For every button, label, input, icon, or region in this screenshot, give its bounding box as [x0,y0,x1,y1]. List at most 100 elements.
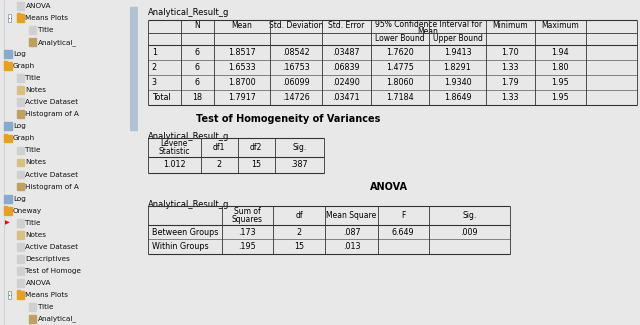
Text: 6: 6 [195,48,200,57]
Text: Title: Title [38,304,53,310]
Text: 1.8060: 1.8060 [386,78,413,87]
Bar [130,6,138,130]
Text: 1.79: 1.79 [501,78,519,87]
Text: Upper Bound: Upper Bound [433,34,483,43]
Text: 6.649: 6.649 [392,227,415,237]
Text: 1.9413: 1.9413 [444,48,471,57]
Text: Minimum: Minimum [492,21,528,31]
Text: Sum of: Sum of [234,207,260,216]
Text: Active Dataset: Active Dataset [26,99,79,105]
Bar [17,13,20,17]
Bar [29,38,36,46]
Text: 15: 15 [251,160,261,169]
Text: Analytical_Result_g: Analytical_Result_g [148,8,229,17]
Text: .013: .013 [343,242,360,251]
Text: .08542: .08542 [282,48,310,57]
Bar [17,147,24,154]
Text: 1.94: 1.94 [552,48,569,57]
Text: df: df [295,211,303,220]
Bar [29,315,36,323]
Text: Graph: Graph [13,136,35,141]
Text: 1.7620: 1.7620 [386,48,414,57]
Text: .009: .009 [461,227,478,237]
Text: Within Groups: Within Groups [152,242,208,251]
Text: N: N [195,21,200,31]
Text: Log: Log [13,196,26,202]
Text: Log: Log [13,51,26,57]
Text: .087: .087 [343,227,360,237]
Bar [17,86,24,94]
Text: Sig.: Sig. [292,143,307,152]
Text: 2: 2 [216,160,221,169]
Text: .03487: .03487 [332,48,360,57]
Text: Title: Title [26,75,41,81]
Bar [8,291,12,299]
Text: 2: 2 [152,63,157,72]
Bar [29,26,36,34]
Text: ANOVA: ANOVA [370,182,408,192]
Bar [4,195,12,202]
Text: Mean: Mean [232,21,252,31]
Bar [17,255,24,263]
Text: 1.33: 1.33 [501,63,519,72]
Text: Maximum: Maximum [541,21,579,31]
Text: Mean Square: Mean Square [326,211,377,220]
Text: Notes: Notes [26,232,47,238]
Bar [17,74,24,82]
Text: .06839: .06839 [332,63,360,72]
Text: Std. Deviation: Std. Deviation [269,21,323,31]
Bar [8,14,12,22]
Text: Analytical_Result_g: Analytical_Result_g [148,132,229,141]
Text: 1.80: 1.80 [552,63,569,72]
Text: Levene: Levene [161,139,188,148]
Bar [17,183,24,190]
Text: Means Plots: Means Plots [26,15,68,21]
Text: Analytical_Result_g: Analytical_Result_g [148,200,229,209]
Bar [4,134,7,137]
Bar [17,243,24,251]
Bar [17,159,24,166]
Bar [4,62,12,70]
Bar [17,98,24,106]
Text: Test of Homoge: Test of Homoge [26,268,81,274]
Text: 2: 2 [296,227,301,237]
Bar [17,231,24,239]
Text: 15: 15 [294,242,304,251]
Bar [4,135,12,142]
Text: Analytical_: Analytical_ [38,316,77,322]
Text: 1.8649: 1.8649 [444,93,471,102]
Bar [17,267,24,275]
Bar [17,111,24,118]
Text: Statistic: Statistic [158,147,190,156]
Bar [17,291,24,299]
Text: .06099: .06099 [282,78,310,87]
Text: Total: Total [152,93,170,102]
Text: 6: 6 [195,63,200,72]
Text: 1.8700: 1.8700 [228,78,256,87]
Text: Descriptives: Descriptives [26,256,70,262]
Text: Mean: Mean [418,27,438,36]
Text: .195: .195 [239,242,256,251]
Text: Analytical_: Analytical_ [38,39,77,46]
Bar [17,219,24,227]
Text: 1: 1 [152,48,157,57]
Text: Active Dataset: Active Dataset [26,244,79,250]
Bar [29,303,36,311]
Text: ANOVA: ANOVA [26,280,51,286]
Text: Histogram of A: Histogram of A [26,184,79,189]
Text: 1.8517: 1.8517 [228,48,256,57]
Text: 1.9340: 1.9340 [444,78,471,87]
Text: 6: 6 [195,78,200,87]
Text: Title: Title [38,27,53,33]
Bar [4,207,12,215]
Text: Std. Error: Std. Error [328,21,364,31]
Text: 1.7184: 1.7184 [386,93,413,102]
Text: 3: 3 [152,78,157,87]
Text: .16753: .16753 [282,63,310,72]
Bar [4,61,7,65]
Text: ANOVA: ANOVA [26,3,51,9]
Text: Active Dataset: Active Dataset [26,172,79,177]
Text: Oneway: Oneway [13,208,42,214]
Text: Test of Homogeneity of Variances: Test of Homogeneity of Variances [196,114,381,124]
Text: Title: Title [26,220,41,226]
